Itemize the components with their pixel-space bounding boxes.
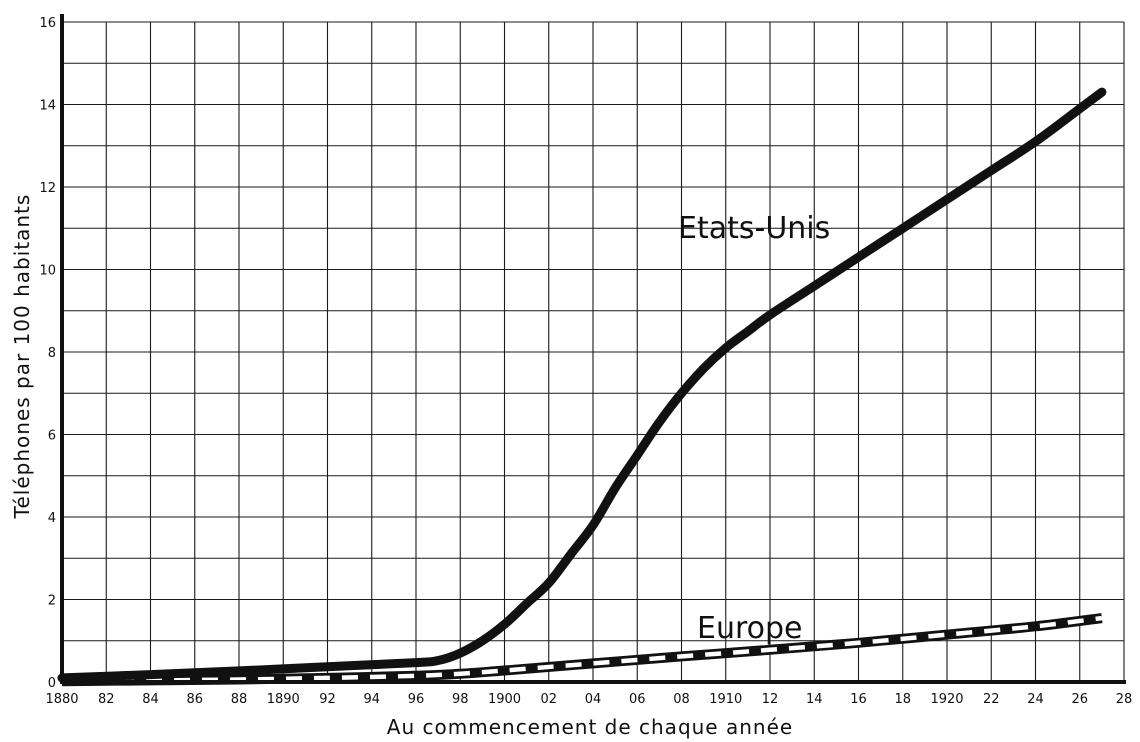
y-axis-title: Téléphones par 100 habitants xyxy=(10,194,34,520)
x-tick-label: 1880 xyxy=(45,692,78,707)
x-tick-label: 88 xyxy=(231,692,248,707)
y-tick-label: 16 xyxy=(39,16,56,31)
x-tick-label: 24 xyxy=(1027,692,1044,707)
grid xyxy=(62,21,1125,682)
x-tick-label: 1920 xyxy=(930,692,963,707)
tick-labels: 1880 82 84 86 88 1890 92 94 96 98 1900 02 04 06 08 1910… xyxy=(39,16,1132,707)
y-tick-label: 2 xyxy=(48,594,56,609)
x-tick-label: 84 xyxy=(142,692,159,707)
series-layer xyxy=(57,87,1107,687)
y-tick-label: 10 xyxy=(39,264,56,279)
series-label-europe: Europe xyxy=(697,611,803,646)
x-tick-label: 1900 xyxy=(488,692,521,707)
y-tick-label: 4 xyxy=(48,511,56,526)
x-tick-label: 16 xyxy=(850,692,867,707)
x-tick-label: 26 xyxy=(1071,692,1088,707)
series-line-etats-unis xyxy=(57,87,1107,683)
y-tick-label: 14 xyxy=(39,99,56,114)
x-tick-label: 94 xyxy=(363,692,380,707)
y-tick-label: 12 xyxy=(39,181,56,196)
x-tick-label: 04 xyxy=(585,692,602,707)
x-tick-label: 82 xyxy=(98,692,115,707)
x-tick-label: 02 xyxy=(540,692,557,707)
y-tick-label: 6 xyxy=(48,429,56,444)
y-tick-label: 0 xyxy=(48,676,56,691)
x-tick-label: 92 xyxy=(319,692,336,707)
x-tick-label: 96 xyxy=(408,692,425,707)
x-tick-label: 08 xyxy=(673,692,690,707)
x-tick-label: 12 xyxy=(762,692,779,707)
x-tick-label: 06 xyxy=(629,692,646,707)
x-tick-label: 86 xyxy=(186,692,203,707)
x-tick-label: 22 xyxy=(983,692,1000,707)
series-line-europe-dash xyxy=(61,615,1103,684)
axes xyxy=(60,14,1126,684)
x-tick-label: 98 xyxy=(452,692,469,707)
series-label-etats-unis: Etats-Unis xyxy=(678,211,830,246)
x-tick-label: 28 xyxy=(1116,692,1133,707)
x-tick-label: 18 xyxy=(894,692,911,707)
x-tick-label: 1910 xyxy=(709,692,742,707)
x-tick-label: 1890 xyxy=(267,692,300,707)
x-axis-title: Au commencement de chaque année xyxy=(387,715,793,739)
x-tick-label: 14 xyxy=(806,692,823,707)
y-tick-label: 8 xyxy=(48,346,56,361)
